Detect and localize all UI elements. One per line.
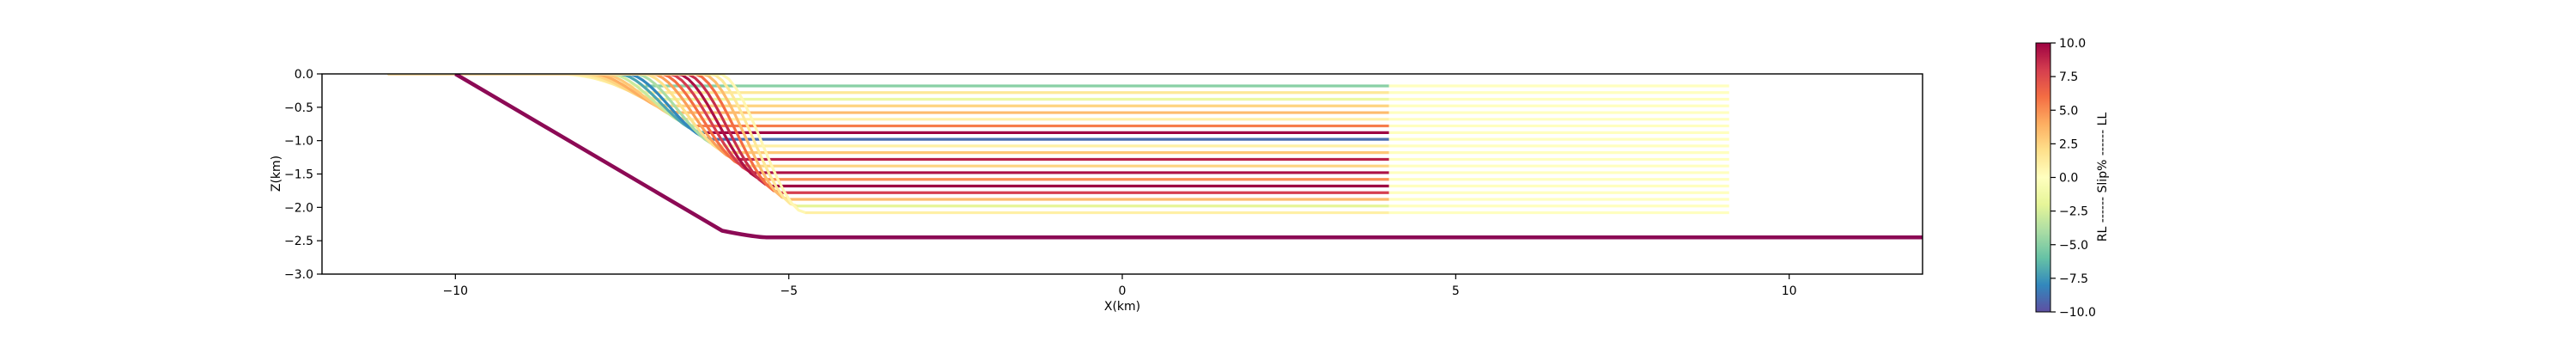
layer-fold-segment [387, 74, 732, 155]
layer-fold-segment [387, 74, 723, 148]
plot-area [321, 73, 1923, 275]
y-tick-label: −1.0 [284, 135, 313, 149]
x-tick-label: −5 [780, 284, 798, 298]
layer-14 [387, 74, 1729, 174]
layer-fold-segment [387, 74, 706, 134]
slip-layers [387, 74, 1729, 215]
y-tick-label: −0.5 [284, 101, 313, 115]
layer-fold-segment [387, 74, 748, 168]
layer-12 [387, 74, 1729, 162]
colorbar-tick-label: 5.0 [2059, 104, 2078, 118]
y-tick-label: −2.5 [284, 235, 313, 248]
colorbar-tick-label: −5.0 [2059, 239, 2088, 253]
layer-fold-segment [387, 74, 690, 121]
layer-fold-segment [387, 74, 765, 181]
colorbar-tick-label: 2.5 [2059, 137, 2078, 151]
layer-fold-segment [387, 74, 799, 208]
layer-fold-segment [387, 74, 791, 201]
layer-fold-segment [387, 74, 681, 114]
layer-10 [387, 74, 1729, 148]
y-axis: 0.0 −0.5 −1.0 −1.5 −2.0 −2.5 −3.0 [284, 68, 322, 282]
x-tick-label: 0 [1119, 284, 1127, 298]
x-tick-label: 10 [1782, 284, 1797, 298]
x-axis-label: X(km) [1104, 300, 1140, 314]
x-tick-label: 5 [1452, 284, 1460, 298]
y-tick-label: −1.5 [284, 168, 313, 182]
fault-trace [454, 74, 1923, 240]
layer-fold-segment [387, 74, 774, 188]
layer-11 [387, 74, 1729, 155]
colorbar-tick-label: 0.0 [2059, 172, 2078, 186]
layer-fold-segment [387, 74, 807, 215]
y-tick-label: −3.0 [284, 268, 313, 282]
layer-fold-segment [387, 74, 698, 128]
colorbar-ticks: 10.0 7.5 5.0 2.5 0.0 −2.5 −5.0 −7.5 −10.0 [2050, 37, 2096, 320]
layer-4 [387, 74, 1729, 107]
y-tick-label: −2.0 [284, 201, 313, 215]
fault-line [454, 74, 1923, 240]
layer-13 [387, 74, 1729, 168]
layer-fold-segment [387, 74, 672, 107]
layer-8 [387, 74, 1729, 134]
colorbar-tick-label: −10.0 [2059, 306, 2096, 320]
colorbar-tick-label: −2.5 [2059, 205, 2088, 219]
layer-fold-segment [387, 74, 714, 141]
x-tick-label: −10 [443, 284, 469, 298]
colorbar-tick-label: −7.5 [2059, 272, 2088, 286]
colorbar-tick-label: 7.5 [2059, 70, 2078, 84]
colorbar-gradient [2035, 42, 2051, 313]
layer-fold-segment [387, 74, 756, 174]
colorbar: 10.0 7.5 5.0 2.5 0.0 −2.5 −5.0 −7.5 −10.0 RL ---… [2035, 37, 2110, 320]
layer-17 [387, 74, 1729, 194]
colorbar-tick-label: 10.0 [2059, 37, 2086, 51]
y-tick-label: 0.0 [295, 68, 313, 82]
layer-20 [387, 74, 1729, 215]
layer-9 [387, 74, 1729, 141]
layer-18 [387, 74, 1729, 201]
colorbar-label: RL ------ Slip% ------ LL [2096, 113, 2110, 242]
x-axis: −10 −5 0 5 10 [443, 274, 1797, 298]
layer-fold-segment [387, 74, 782, 194]
layer-5 [387, 74, 1729, 114]
layer-15 [387, 74, 1729, 181]
layer-6 [387, 74, 1729, 121]
y-axis-label: Z(km) [270, 156, 283, 192]
layer-16 [387, 74, 1729, 188]
layer-19 [387, 74, 1729, 208]
layer-fold-segment [387, 74, 740, 161]
layer-7 [387, 74, 1729, 128]
